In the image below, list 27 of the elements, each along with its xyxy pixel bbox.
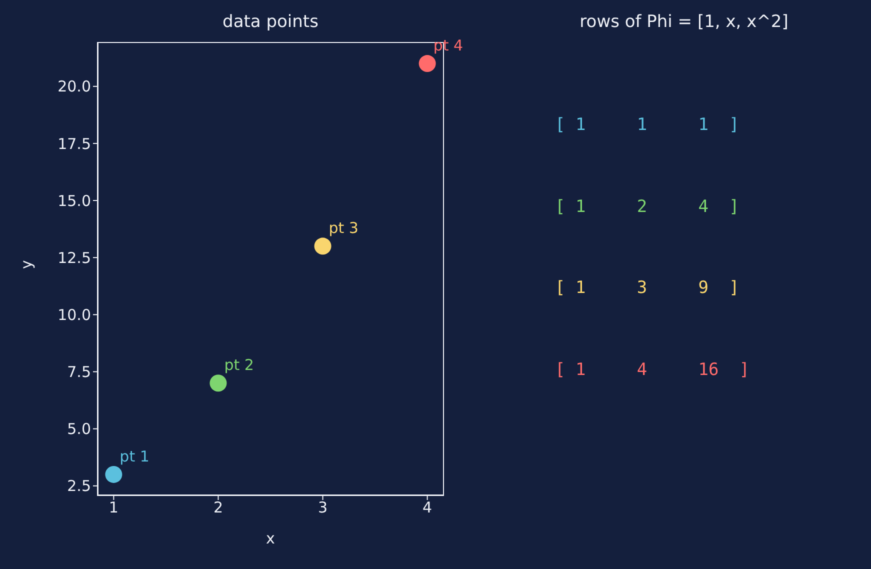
text: [ 1 4 16 ]	[555, 360, 750, 380]
x-axis-title: x	[266, 530, 276, 548]
x-tick-label: 4	[422, 498, 432, 517]
y-axis-title: y	[17, 260, 36, 269]
point	[418, 55, 436, 72]
chart-title: data points	[222, 12, 320, 32]
y-tick-label: 5.0	[67, 420, 91, 438]
y-tick-label: 20.0	[58, 78, 91, 96]
y-tick-label: 10.0	[58, 306, 91, 324]
annotation: pt 3	[328, 219, 358, 238]
x-tick-label: 1	[108, 498, 118, 517]
y-tick-label: 2.5	[67, 477, 91, 496]
text: rows of Phi = [1, x, x^2]	[578, 12, 790, 32]
annotation: pt 2	[224, 356, 254, 374]
y-tick-label: 7.5	[67, 363, 91, 382]
point	[314, 238, 332, 255]
y-tick-label: 15.0	[58, 192, 91, 210]
text: [ 1 2 4 ]	[555, 196, 740, 216]
text: [ 1 3 9 ]	[555, 278, 740, 298]
y-tick-label: 17.5	[58, 134, 91, 153]
text: [ 1 1 1 ]	[555, 115, 740, 135]
point	[105, 466, 122, 483]
x-tick-label: 2	[213, 498, 223, 517]
x-tick-label: 3	[318, 498, 328, 517]
annotation: pt 1	[120, 447, 150, 466]
y-tick-label: 12.5	[58, 248, 91, 267]
point	[210, 374, 227, 392]
